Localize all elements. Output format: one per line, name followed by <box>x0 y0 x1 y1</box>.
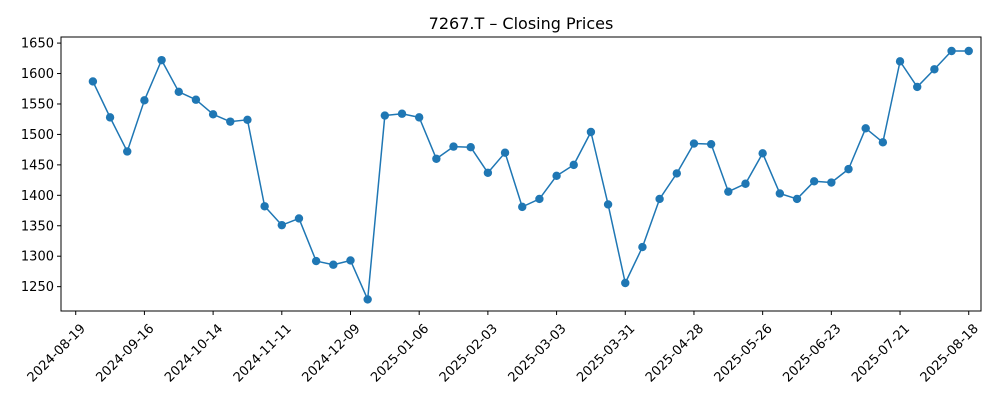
y-tick-label: 1600 <box>21 67 54 82</box>
data-point <box>311 256 321 266</box>
data-point <box>603 200 613 209</box>
series-layer <box>88 46 973 304</box>
data-point <box>638 242 647 252</box>
data-point <box>346 256 355 265</box>
data-point <box>724 187 733 196</box>
data-point <box>208 110 218 119</box>
series-line <box>92 50 969 301</box>
data-point <box>655 194 664 204</box>
data-point <box>260 202 269 211</box>
y-tick-label: 1500 <box>21 128 54 143</box>
data-point <box>672 169 681 178</box>
y-tick-label: 1450 <box>21 158 54 173</box>
data-point <box>140 96 149 105</box>
data-point <box>380 111 390 120</box>
data-point <box>397 109 407 118</box>
data-point <box>569 160 578 170</box>
data-point <box>689 139 699 148</box>
data-point <box>277 220 286 230</box>
data-point <box>157 55 166 65</box>
data-point <box>449 142 458 151</box>
y-tick-label: 1350 <box>21 219 54 234</box>
y-tick-label: 1400 <box>21 189 54 204</box>
y-tick-label: 1550 <box>21 97 54 112</box>
chart-title: 7267.T – Closing Prices <box>429 14 614 33</box>
data-point <box>294 214 304 223</box>
data-point <box>500 148 510 157</box>
data-point <box>191 95 201 104</box>
data-point <box>758 149 767 158</box>
data-point <box>741 179 750 188</box>
data-point <box>432 154 441 163</box>
data-point <box>775 189 785 198</box>
y-tick-label: 1250 <box>21 280 54 295</box>
data-point <box>518 202 527 212</box>
data-point <box>174 87 183 97</box>
data-point <box>88 77 98 86</box>
data-point <box>621 278 630 288</box>
data-point <box>844 164 853 174</box>
data-point <box>329 260 338 269</box>
data-point <box>466 143 475 152</box>
data-point <box>363 295 372 304</box>
y-tick-label: 1650 <box>21 37 54 52</box>
data-point <box>895 57 905 66</box>
data-point <box>243 115 252 125</box>
data-point <box>414 113 424 122</box>
data-point <box>827 178 836 187</box>
plot-frame <box>60 36 982 312</box>
data-point <box>123 147 132 156</box>
data-point <box>706 139 716 149</box>
data-point <box>535 194 544 204</box>
data-point <box>226 117 235 126</box>
data-point <box>964 46 973 56</box>
data-point <box>913 82 922 92</box>
data-point <box>930 65 939 74</box>
data-point <box>586 127 596 137</box>
data-point <box>947 46 956 56</box>
y-tick-label: 1300 <box>21 250 54 265</box>
data-point <box>483 168 493 177</box>
data-point <box>552 171 561 181</box>
data-point <box>861 124 870 133</box>
data-point <box>105 113 115 122</box>
data-point <box>809 177 819 186</box>
data-point <box>792 194 802 204</box>
data-point <box>878 138 888 147</box>
